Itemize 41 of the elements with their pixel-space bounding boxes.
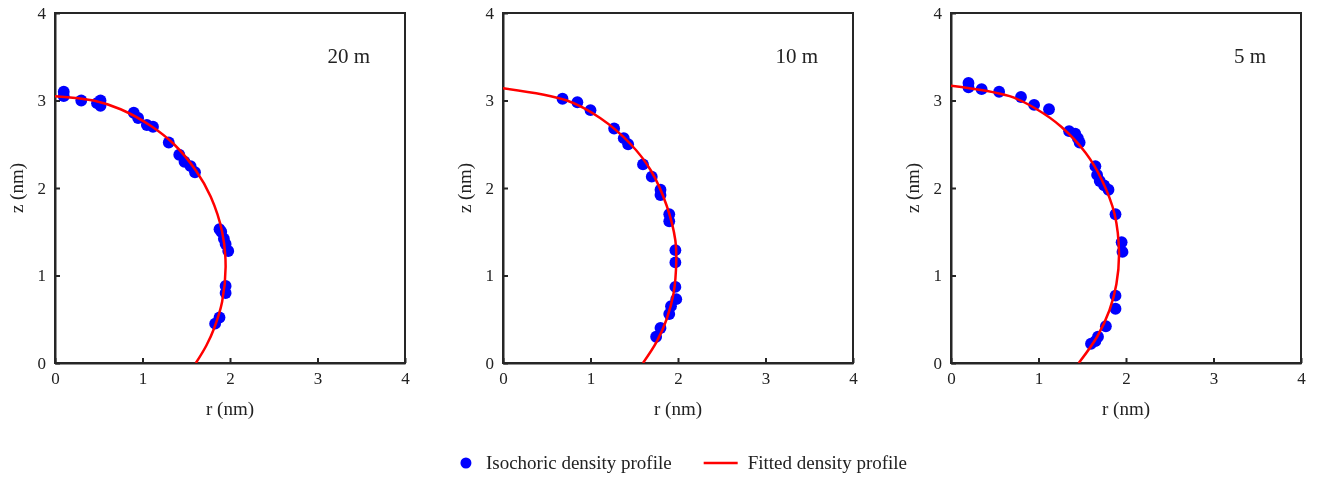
x-tick-label: 1 — [586, 369, 596, 389]
y-tick-label: 0 — [933, 353, 942, 373]
x-tick-label: 1 — [138, 369, 148, 389]
y-tick-label: 4 — [37, 3, 47, 23]
y-tick-label: 0 — [37, 353, 46, 373]
x-tick-label: 0 — [947, 369, 956, 389]
y-tick-label: 1 — [37, 266, 46, 286]
y-tick-label: 1 — [933, 266, 942, 286]
y-tick-label: 1 — [485, 266, 494, 286]
y-axis-title: z (nm) — [902, 162, 924, 214]
y-tick-label: 3 — [485, 91, 494, 111]
x-axis-title: r (nm) — [205, 398, 255, 420]
y-tick-label: 4 — [485, 3, 495, 23]
x-tick-label: 0 — [499, 369, 508, 389]
legend-label: Isochoric density profile — [485, 452, 672, 473]
y-axis-title: z (nm) — [6, 162, 28, 214]
x-tick-label: 4 — [849, 369, 859, 389]
annotation: 5 m — [1233, 44, 1266, 68]
legend-label: Fitted density profile — [747, 452, 908, 473]
y-tick-label: 2 — [485, 178, 494, 198]
y-axis-title: z (nm) — [454, 162, 476, 214]
x-tick-label: 2 — [1122, 369, 1131, 389]
annotation: 10 m — [775, 44, 818, 68]
x-tick-label: 3 — [313, 369, 323, 389]
x-axis-title: r (nm) — [653, 398, 703, 420]
x-tick-label: 3 — [761, 369, 771, 389]
x-tick-label: 3 — [1209, 369, 1219, 389]
y-tick-label: 0 — [485, 353, 494, 373]
annotation: 20 m — [327, 44, 370, 68]
y-tick-label: 3 — [37, 91, 46, 111]
x-tick-label: 0 — [51, 369, 60, 389]
y-tick-label: 4 — [933, 3, 943, 23]
x-tick-label: 4 — [1297, 369, 1307, 389]
x-tick-label: 2 — [226, 369, 235, 389]
x-tick-label: 2 — [674, 369, 683, 389]
y-tick-label: 2 — [37, 178, 46, 198]
x-tick-label: 4 — [401, 369, 411, 389]
x-axis-title: r (nm) — [1101, 398, 1151, 420]
y-tick-label: 2 — [933, 178, 942, 198]
x-tick-label: 1 — [1034, 369, 1044, 389]
y-tick-label: 3 — [933, 91, 942, 111]
